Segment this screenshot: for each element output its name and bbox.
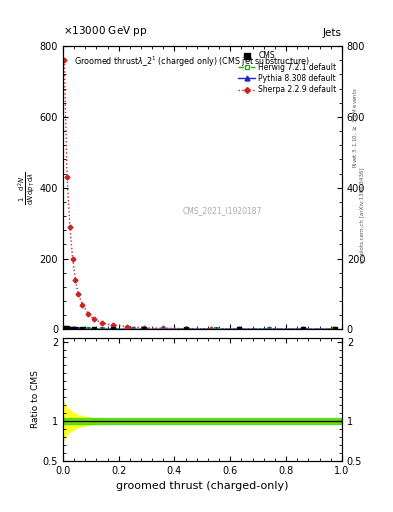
Text: $\times$13000 GeV pp: $\times$13000 GeV pp [63,25,147,38]
Text: CMS_2021_I1920187: CMS_2021_I1920187 [182,206,262,215]
X-axis label: groomed thrust (charged-only): groomed thrust (charged-only) [116,481,288,491]
Text: mcplots.cern.ch [arXiv:1306.3436]: mcplots.cern.ch [arXiv:1306.3436] [360,167,365,263]
Text: Rivet 3.1.10, $\geq$ 3.3M events: Rivet 3.1.10, $\geq$ 3.3M events [352,88,359,168]
Y-axis label: $\frac{1}{\mathrm{d}N}\frac{\mathrm{d}^2 N}{\mathrm{d}p_T\,\mathrm{d}\lambda}$: $\frac{1}{\mathrm{d}N}\frac{\mathrm{d}^2… [16,171,37,205]
Text: Jets: Jets [323,28,342,38]
Text: Groomed thrust$\lambda$_2$^1$ (charged only) (CMS jet substructure): Groomed thrust$\lambda$_2$^1$ (charged o… [74,55,310,69]
Y-axis label: Ratio to CMS: Ratio to CMS [31,370,40,428]
Legend: CMS, Herwig 7.2.1 default, Pythia 8.308 default, Sherpa 2.2.9 default: CMS, Herwig 7.2.1 default, Pythia 8.308 … [237,50,338,96]
